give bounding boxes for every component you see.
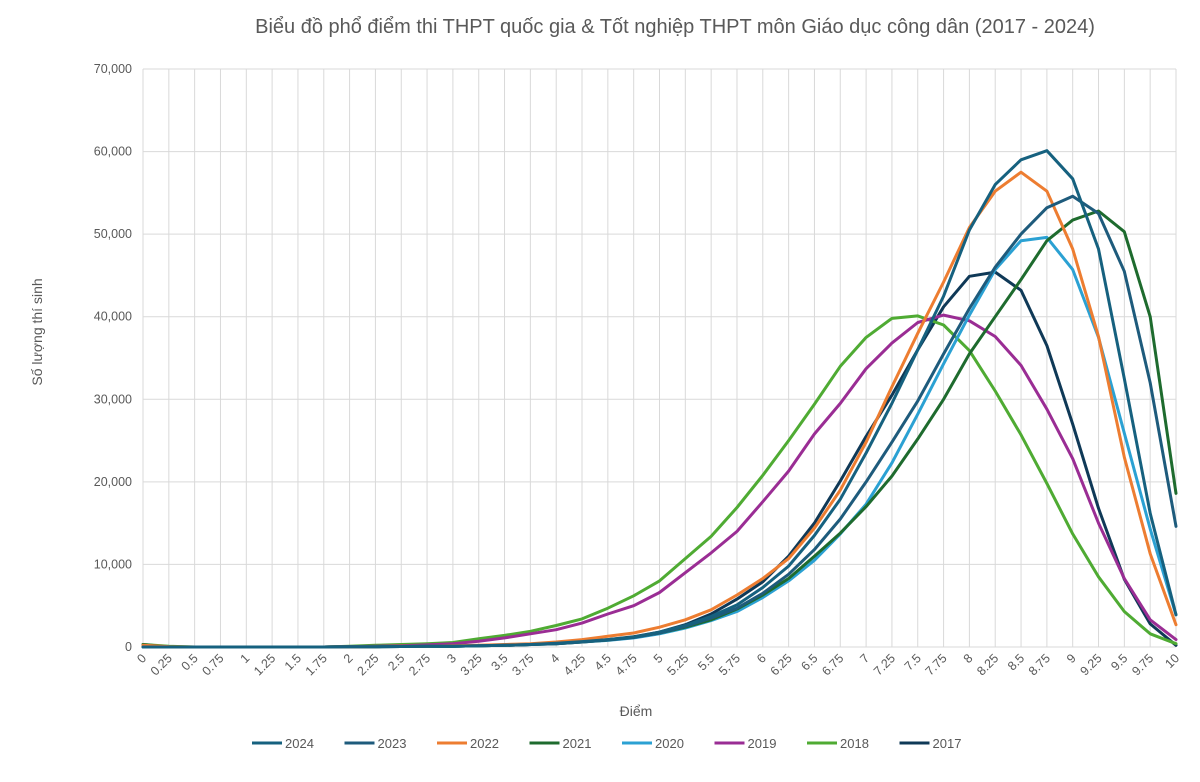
series-line-2024 <box>141 149 1178 649</box>
y-tick-label: 50,000 <box>94 227 132 241</box>
legend-item-2022: 2022 <box>437 736 499 751</box>
x-tick-label: 1 <box>238 651 253 666</box>
legend-item-2017: 2017 <box>899 736 962 751</box>
x-tick-label: 9.25 <box>1078 651 1105 678</box>
x-tick-label: 5.5 <box>695 651 717 673</box>
x-tick-label: 2.75 <box>406 651 433 678</box>
legend-item-2023: 2023 <box>344 736 407 751</box>
legend-label: 2018 <box>840 736 869 751</box>
x-tick-label: 3.75 <box>509 651 536 678</box>
x-tick-label: 9.5 <box>1108 651 1130 673</box>
x-tick-label: 3.5 <box>488 651 510 673</box>
x-tick-label: 8 <box>961 651 976 666</box>
legend-label: 2023 <box>378 736 407 751</box>
x-tick-label: 6.25 <box>768 651 795 678</box>
x-tick-label: 4.75 <box>613 651 640 678</box>
y-tick-label: 70,000 <box>94 62 132 76</box>
x-tick-label: 0.25 <box>148 651 175 678</box>
y-tick-label: 60,000 <box>94 145 132 159</box>
x-tick-label: 9.75 <box>1129 651 1156 678</box>
x-tick-label: 7.75 <box>923 651 950 678</box>
legend-item-2020: 2020 <box>622 736 684 751</box>
x-tick-label: 4 <box>548 651 563 666</box>
x-tick-label: 5.75 <box>716 651 743 678</box>
x-tick-label: 8.5 <box>1005 651 1027 673</box>
y-tick-label: 30,000 <box>94 392 132 406</box>
x-tick-label: 0.5 <box>179 651 201 673</box>
y-tick-label: 0 <box>125 640 132 654</box>
x-tick-label: 9 <box>1064 651 1079 666</box>
x-tick-label: 1.25 <box>251 651 278 678</box>
legend-item-2024: 2024 <box>252 736 314 751</box>
y-axis-ticks: 0 10,000 20,000 30,000 40,000 50,000 60,000 70,… <box>94 62 132 654</box>
legend-item-2019: 2019 <box>714 736 777 751</box>
x-tick-label: 7.25 <box>871 651 898 678</box>
legend-item-2018: 2018 <box>807 736 869 751</box>
legend: 2024 2023 2022 2021 2020 2019 2018 2017 <box>252 736 961 751</box>
x-tick-label: 8.25 <box>974 651 1001 678</box>
x-tick-label: 2.25 <box>354 651 381 678</box>
y-tick-label: 10,000 <box>94 557 132 571</box>
legend-item-2021: 2021 <box>529 736 592 751</box>
x-tick-label: 4.5 <box>592 651 614 673</box>
x-tick-label: 0 <box>134 651 149 666</box>
x-tick-label: 1.75 <box>303 651 330 678</box>
x-tick-label: 3.25 <box>458 651 485 678</box>
x-tick-label: 6 <box>754 651 769 666</box>
series-lines <box>141 149 1178 649</box>
y-axis-title: Số lượng thí sinh <box>29 278 45 385</box>
gridlines <box>142 68 1177 648</box>
x-tick-label: 3 <box>444 651 459 666</box>
y-tick-label: 40,000 <box>94 310 132 324</box>
x-axis-ticks: 00.25 0.50.75 11.25 1.51.75 22.25 2.52.75 33.2… <box>134 651 1182 678</box>
x-tick-label: 6.5 <box>798 651 820 673</box>
legend-label: 2019 <box>748 736 777 751</box>
x-axis-title: Điểm <box>620 703 653 719</box>
x-tick-label: 2.5 <box>385 651 407 673</box>
x-tick-label: 7.5 <box>902 651 924 673</box>
legend-label: 2020 <box>655 736 684 751</box>
y-tick-label: 20,000 <box>94 475 132 489</box>
legend-label: 2024 <box>285 736 314 751</box>
legend-label: 2021 <box>563 736 592 751</box>
legend-label: 2022 <box>470 736 499 751</box>
x-tick-label: 5.25 <box>664 651 691 678</box>
x-tick-label: 4.25 <box>561 651 588 678</box>
x-tick-label: 7 <box>857 651 872 666</box>
chart-title: Biểu đồ phổ điểm thi THPT quốc gia & Tốt… <box>255 16 1095 38</box>
x-tick-label: 5 <box>651 651 666 666</box>
x-tick-label: 2 <box>341 651 356 666</box>
legend-label: 2017 <box>933 736 962 751</box>
x-tick-label: 1.5 <box>282 651 304 673</box>
x-tick-label: 6.75 <box>819 651 846 678</box>
x-tick-label: 8.75 <box>1026 651 1053 678</box>
x-tick-label: 10 <box>1162 651 1182 671</box>
x-tick-label: 0.75 <box>199 651 226 678</box>
